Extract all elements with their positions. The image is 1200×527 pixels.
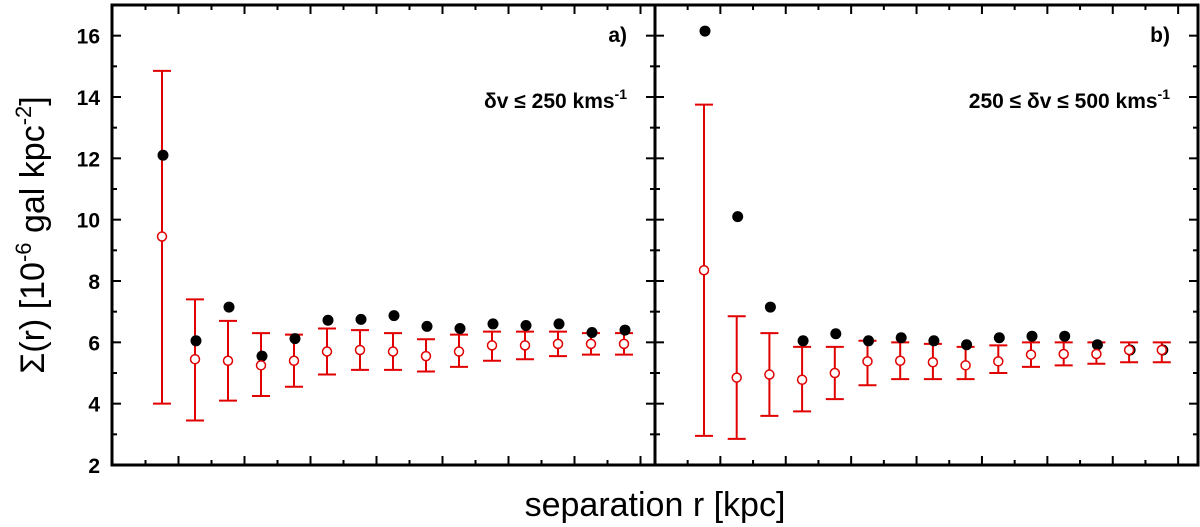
random-point: [731, 372, 742, 383]
observed-point: [553, 318, 565, 330]
panel-a-annotation-main: δv ≤ 250 kms: [484, 90, 615, 113]
x-axis-title: separation r [kpc]: [525, 486, 786, 524]
observed-point: [699, 25, 711, 37]
random-point: [453, 346, 465, 357]
y-axis-title-unit-exp: -2: [11, 106, 36, 126]
y-tick-labels: 2 4 6 8 10 12 14 16: [77, 26, 101, 478]
random-point: [387, 346, 399, 357]
panel-a: a) δv ≤ 250 kms-1: [110, 3, 657, 467]
observed-point: [355, 313, 367, 325]
random-point: [829, 367, 841, 379]
random-point: [993, 356, 1004, 367]
panel-b-xticks: [686, 5, 1180, 465]
random-point: [1156, 344, 1168, 356]
observed-point: [289, 333, 301, 345]
observed-point: [487, 318, 499, 330]
observed-point: [1059, 330, 1071, 342]
observed-point: [157, 149, 169, 161]
panel-b-observed-points: [699, 25, 1169, 356]
panel-a-frame: [110, 3, 657, 467]
y-tick-label: 6: [88, 332, 100, 355]
y-axis-title-unit: gal kpc: [14, 125, 52, 242]
random-point: [618, 338, 630, 350]
random-point: [960, 360, 971, 371]
random-point: [862, 356, 873, 367]
observed-point: [586, 327, 598, 339]
y-tick-label: 8: [88, 271, 100, 294]
y-tick-label: 4: [88, 394, 100, 417]
panel-b-error-bars: [695, 103, 1171, 440]
y-tick-label: 10: [77, 210, 100, 233]
panel-b-random-points: [698, 265, 1168, 385]
panel-a-observed-points: [157, 149, 631, 362]
random-point: [796, 374, 808, 385]
panel-a-error-bars: [153, 69, 633, 422]
observed-point: [1026, 330, 1038, 342]
observed-point: [1091, 339, 1103, 351]
observed-point: [190, 335, 202, 347]
observed-point: [223, 301, 235, 313]
observed-point: [732, 211, 744, 223]
random-point: [486, 340, 498, 351]
y-axis-title-exp: -6: [11, 242, 36, 262]
observed-point: [993, 332, 1005, 344]
observed-point: [322, 314, 334, 326]
observed-point: [421, 320, 433, 332]
observed-point: [619, 324, 631, 336]
panel-b-frame: [653, 3, 1200, 467]
panel-b-annotation: 250 ≤ δv ≤ 500 kms-1: [969, 86, 1170, 113]
random-point: [1025, 349, 1037, 360]
observed-point: [797, 335, 809, 347]
panel-b: b) 250 ≤ δv ≤ 500 kms-1: [653, 3, 1200, 467]
random-point: [764, 369, 775, 380]
random-point: [354, 344, 366, 356]
y-tick-label: 16: [77, 26, 100, 49]
observed-point: [895, 332, 907, 344]
panel-b-annotation-exp: -1: [1158, 86, 1171, 102]
random-point: [698, 265, 710, 276]
panel-a-annotation: δv ≤ 250 kms-1: [484, 86, 627, 113]
random-point: [288, 355, 300, 366]
panel-a-xticks: [144, 5, 642, 465]
panel-a-label: a): [608, 24, 627, 47]
random-point: [189, 353, 201, 365]
y-axis-title-close: ]: [14, 96, 52, 105]
random-point: [927, 357, 939, 368]
observed-point: [454, 323, 466, 335]
panel-a-annotation-exp: -1: [615, 86, 628, 102]
random-point: [420, 350, 432, 362]
observed-point: [388, 310, 400, 322]
y-axis-title-main: Σ(r) [10: [14, 262, 52, 374]
random-point: [255, 360, 267, 371]
panel-b-yticks: [655, 4, 1198, 466]
panel-a-yticks: [112, 4, 655, 466]
random-point: [222, 355, 234, 366]
random-point: [156, 231, 168, 242]
observed-point: [928, 335, 940, 347]
y-tick-label: 2: [88, 455, 100, 478]
y-tick-label: 12: [77, 148, 100, 171]
random-point: [585, 338, 597, 350]
random-point: [1123, 344, 1135, 356]
observed-point: [830, 328, 842, 340]
random-point: [552, 338, 564, 350]
panel-a-random-points: [156, 231, 630, 371]
y-axis-title: Σ(r) [10-6 gal kpc-2]: [11, 96, 52, 373]
observed-point: [961, 339, 973, 351]
random-point: [519, 340, 531, 351]
random-point: [1058, 348, 1069, 360]
random-point: [321, 346, 333, 357]
random-point: [894, 355, 906, 366]
observed-point: [256, 350, 268, 362]
panel-b-annotation-main: 250 ≤ δv ≤ 500 kms: [969, 90, 1158, 113]
observed-point: [764, 301, 776, 313]
observed-point: [863, 335, 874, 347]
panel-b-label: b): [1150, 24, 1170, 47]
observed-point: [520, 319, 532, 331]
random-point: [1091, 348, 1102, 360]
y-tick-label: 14: [77, 87, 101, 110]
